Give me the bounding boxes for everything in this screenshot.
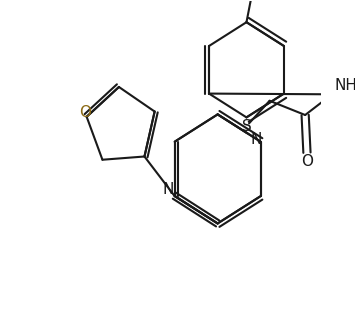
Text: N: N xyxy=(250,132,262,147)
Text: S: S xyxy=(242,119,252,134)
Text: O: O xyxy=(79,105,91,120)
Text: O: O xyxy=(301,154,313,169)
Text: NH: NH xyxy=(334,78,355,93)
Text: N: N xyxy=(162,182,174,197)
